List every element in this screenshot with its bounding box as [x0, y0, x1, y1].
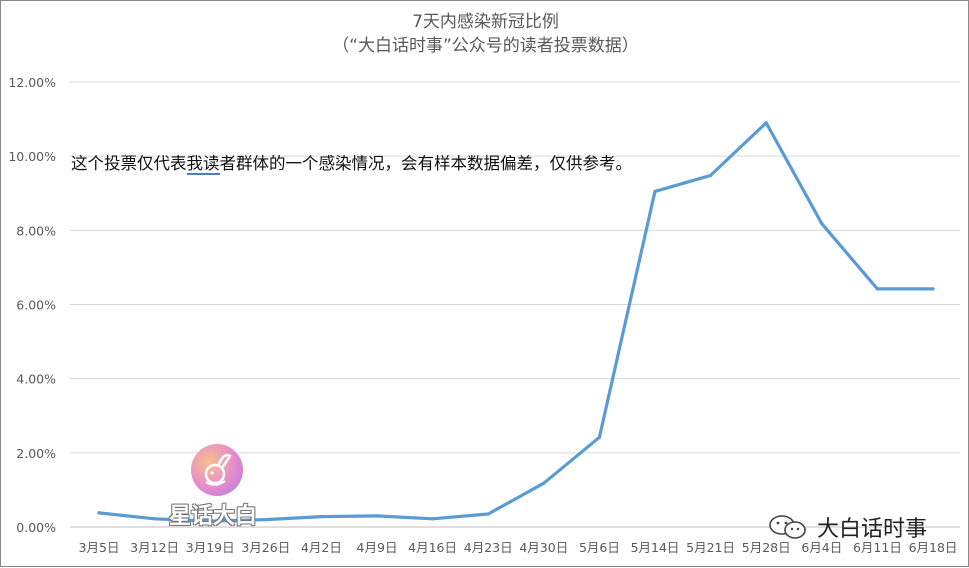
x-tick-label: 6月11日	[853, 540, 902, 555]
data-point	[542, 481, 546, 485]
watermark-text: 星话大白	[169, 504, 258, 529]
data-point	[375, 514, 379, 518]
y-tick-label: 12.00%	[8, 75, 56, 90]
wechat-icon	[769, 515, 806, 539]
chart-title: 7天内感染新冠比例	[412, 12, 559, 32]
y-tick-label: 0.00%	[16, 520, 56, 535]
data-point	[208, 519, 212, 523]
x-tick-label: 3月19日	[186, 540, 235, 555]
annotation-text-underlined: 我读	[186, 154, 220, 175]
data-point	[486, 512, 490, 516]
annotation-text-before: 这个投票仅代表	[71, 154, 187, 173]
x-tick-label: 4月23日	[464, 540, 513, 555]
x-tick-label: 6月18日	[909, 540, 958, 555]
data-point	[431, 517, 435, 521]
x-tick-label: 4月30日	[519, 540, 568, 555]
data-point	[709, 173, 713, 178]
x-tick-label: 5月6日	[579, 540, 620, 555]
x-tick-label: 3月26日	[241, 540, 290, 555]
x-tick-label: 5月14日	[631, 540, 680, 555]
data-point	[931, 287, 935, 291]
y-tick-label: 2.00%	[16, 446, 56, 461]
data-point	[653, 189, 657, 193]
data-point	[820, 222, 824, 226]
wechat-account-name: 大白话时事	[817, 517, 928, 542]
x-tick-label: 4月16日	[408, 540, 457, 555]
annotation-text-after: 者群体的一个感染情况，会有样本数据偏差，仅供参考。	[219, 154, 633, 173]
x-tick-label: 4月9日	[357, 540, 398, 555]
series-line	[97, 121, 935, 523]
data-point	[97, 511, 101, 515]
annotation-note: 这个投票仅代表我读者群体的一个感染情况，会有样本数据偏差，仅供参考。	[71, 150, 633, 175]
y-tick-label: 10.00%	[8, 149, 56, 164]
x-tick-label: 5月28日	[742, 540, 791, 555]
data-point	[764, 121, 768, 125]
data-point	[319, 515, 323, 519]
data-point	[875, 287, 880, 291]
rabbit-logo-icon	[191, 444, 243, 496]
data-point	[597, 435, 602, 439]
x-tick-label: 6月4日	[801, 540, 842, 555]
y-tick-label: 8.00%	[16, 223, 56, 238]
y-tick-label: 4.00%	[16, 372, 56, 387]
data-point	[264, 517, 268, 522]
data-point	[153, 517, 157, 521]
x-tick-label: 5月21日	[686, 540, 735, 555]
x-tick-label: 3月5日	[79, 540, 120, 555]
y-tick-label: 6.00%	[16, 298, 56, 313]
x-tick-label: 4月2日	[301, 540, 342, 555]
x-tick-label: 3月12日	[130, 540, 179, 555]
chart-subtitle: （“大白话时事”公众号的读者投票数据）	[332, 36, 639, 56]
